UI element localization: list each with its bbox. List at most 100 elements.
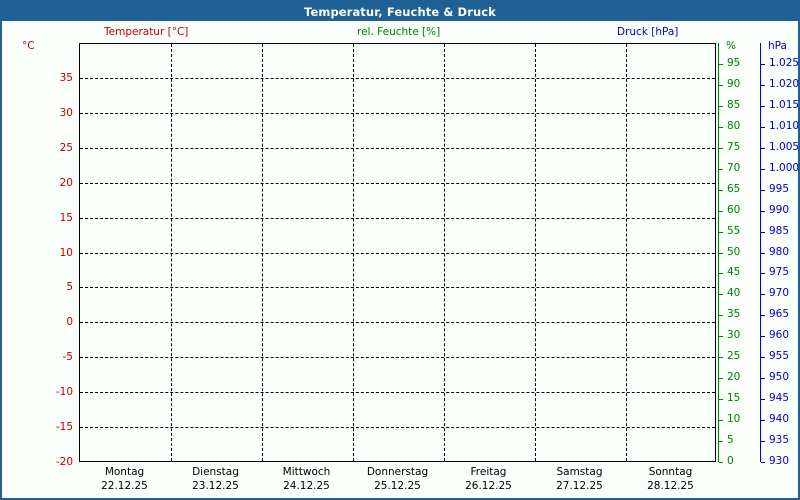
pressure-axis-unit: hPa <box>768 40 787 52</box>
day-label: Mittwoch 24.12.25 <box>261 465 352 493</box>
humidity-tick <box>719 189 723 191</box>
humidity-tick-label: 0 <box>727 455 734 467</box>
temperature-tick-label: 15 <box>59 211 73 224</box>
pressure-tick <box>761 168 765 170</box>
horizontal-gridline <box>80 427 715 429</box>
temperature-tick-label: 5 <box>66 281 73 294</box>
pressure-tick <box>761 441 765 443</box>
pressure-tick-label: 930 <box>769 455 790 467</box>
temperature-axis: 35 30 25 20 15 10 5 0 -5 -10 -15 -20 <box>20 43 73 468</box>
humidity-tick <box>719 336 723 338</box>
temperature-tick-label: -15 <box>55 421 73 434</box>
pressure-axis: 1.025 1.020 1.015 1.010 1.005 1.000 995 990 985 9… <box>760 43 800 466</box>
humidity-tick <box>719 126 723 128</box>
window-title: Temperatur, Feuchte & Druck <box>304 4 496 19</box>
pressure-tick-label: 980 <box>769 245 790 258</box>
humidity-tick <box>719 273 723 275</box>
day-label: Samstag 27.12.25 <box>534 465 625 493</box>
horizontal-gridline <box>80 392 715 394</box>
pressure-tick <box>761 84 765 86</box>
pressure-tick <box>761 147 765 149</box>
pressure-tick <box>761 126 765 128</box>
pressure-tick <box>761 273 765 275</box>
temperature-tick-label: 25 <box>59 141 73 154</box>
vertical-gridline <box>171 44 172 461</box>
temperature-tick-label: -10 <box>55 386 73 399</box>
pressure-tick-label: 935 <box>769 434 790 447</box>
pressure-tick-label: 965 <box>769 308 790 321</box>
legend-pressure: Druck [hPa] <box>617 26 679 38</box>
temperature-tick-label: 0 <box>66 316 73 329</box>
pressure-tick-label: 1.025 <box>769 56 800 69</box>
pressure-tick <box>761 357 765 359</box>
day-name: Montag <box>104 466 145 478</box>
temperature-tick-label: 30 <box>59 106 73 119</box>
humidity-tick-label: 40 <box>727 287 741 300</box>
day-label: Freitag 26.12.25 <box>443 465 534 493</box>
humidity-tick-label: 30 <box>727 329 741 342</box>
pressure-tick-label: 1.000 <box>769 161 800 174</box>
day-label: Montag 22.12.25 <box>79 465 170 493</box>
pressure-tick-label: 1.020 <box>769 77 800 90</box>
humidity-tick <box>719 231 723 233</box>
humidity-tick <box>719 84 723 86</box>
vertical-gridline <box>444 44 445 461</box>
day-name: Freitag <box>470 466 507 478</box>
day-date: 27.12.25 <box>556 480 603 492</box>
humidity-tick-label: 20 <box>727 371 741 384</box>
pressure-tick <box>761 210 765 212</box>
pressure-tick <box>761 378 765 380</box>
window-title-bar: Temperatur, Feuchte & Druck <box>2 2 798 21</box>
vertical-gridline <box>626 44 627 461</box>
humidity-tick <box>719 210 723 212</box>
humidity-tick <box>719 315 723 317</box>
temperature-axis-unit: °C <box>22 40 35 52</box>
pressure-tick-label: 970 <box>769 287 790 300</box>
pressure-tick <box>761 252 765 254</box>
temperature-tick-label: 10 <box>59 246 73 259</box>
day-name: Sonntag <box>648 466 693 478</box>
horizontal-gridline <box>80 357 715 359</box>
chart-plot-area <box>79 43 716 462</box>
day-name: Mittwoch <box>282 466 331 478</box>
humidity-tick <box>719 147 723 149</box>
humidity-tick-label: 65 <box>727 182 741 195</box>
pressure-tick-label: 950 <box>769 371 790 384</box>
vertical-gridline <box>353 44 354 461</box>
pressure-tick-label: 945 <box>769 392 790 405</box>
pressure-tick-label: 960 <box>769 329 790 342</box>
humidity-tick <box>719 420 723 422</box>
humidity-tick-label: 70 <box>727 161 741 174</box>
horizontal-gridline <box>80 252 715 254</box>
legend-humidity: rel. Feuchte [%] <box>357 26 441 38</box>
pressure-tick <box>761 336 765 338</box>
humidity-tick-label: 60 <box>727 203 741 216</box>
pressure-tick <box>761 462 765 463</box>
humidity-tick <box>719 441 723 443</box>
pressure-tick-label: 940 <box>769 413 790 426</box>
day-label: Sonntag 28.12.25 <box>625 465 716 493</box>
day-date: 28.12.25 <box>647 480 694 492</box>
horizontal-gridline <box>80 77 715 79</box>
humidity-tick-label: 25 <box>727 350 741 363</box>
temperature-tick-label: -5 <box>62 351 73 364</box>
humidity-tick-label: 80 <box>727 119 741 132</box>
day-label: Donnerstag 25.12.25 <box>352 465 443 493</box>
humidity-tick <box>719 105 723 107</box>
humidity-tick <box>719 378 723 380</box>
pressure-tick <box>761 189 765 191</box>
humidity-tick-label: 5 <box>727 434 734 447</box>
horizontal-gridline <box>80 147 715 149</box>
day-label: Dienstag 23.12.25 <box>170 465 261 493</box>
day-name: Samstag <box>556 466 603 478</box>
pressure-tick <box>761 294 765 296</box>
pressure-tick <box>761 315 765 317</box>
horizontal-gridline <box>80 182 715 184</box>
horizontal-gridline <box>80 322 715 324</box>
humidity-axis-unit: % <box>726 40 736 52</box>
horizontal-gridline <box>80 287 715 289</box>
pressure-tick-label: 1.015 <box>769 98 800 111</box>
humidity-tick <box>719 357 723 359</box>
pressure-tick <box>761 399 765 401</box>
